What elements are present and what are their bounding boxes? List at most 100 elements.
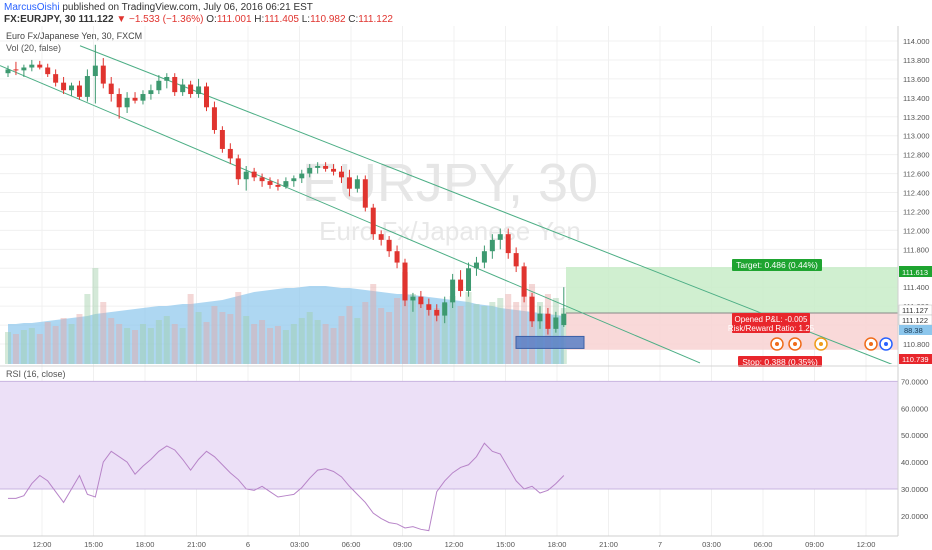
time-axis[interactable]: 12:00 15:00 18:00 21:00 6 03:00 06:00 09:00 12:0… xyxy=(33,540,876,549)
time-tick-label: 03:00 xyxy=(290,540,309,549)
price-tick-label: 112.600 xyxy=(903,170,930,179)
event-marker-dot xyxy=(775,342,779,346)
volume-bar xyxy=(92,268,99,364)
target-label: Target: 0.486 (0.44%) xyxy=(736,260,818,270)
candle-body xyxy=(338,171,344,178)
time-tick-label: 18:00 xyxy=(136,540,155,549)
candles-layer xyxy=(5,44,567,335)
high-value: 111.405 xyxy=(264,14,299,25)
candle-body xyxy=(434,309,440,316)
volume-bar xyxy=(219,312,226,364)
volume-bar xyxy=(465,292,472,364)
author-link[interactable]: MarcusOishi xyxy=(4,2,60,13)
price-tick-label: 113.000 xyxy=(903,132,930,141)
current-price-tag: 111.122 xyxy=(898,314,932,326)
volume-bar xyxy=(203,322,210,364)
time-tick-label: 06:00 xyxy=(342,540,361,549)
volume-bar xyxy=(76,314,83,364)
volume-bar xyxy=(521,288,528,364)
svg-text:88.38: 88.38 xyxy=(904,326,923,335)
candle-body xyxy=(458,279,464,291)
volume-bar xyxy=(457,306,464,364)
volume-bar xyxy=(187,294,194,364)
stop-label-bg xyxy=(738,356,822,367)
candle-body xyxy=(53,74,59,83)
rsi-band xyxy=(0,381,898,489)
volume-bar xyxy=(108,318,115,364)
candle-body xyxy=(521,266,527,297)
symbol-label: FX:EURJPY, 30 xyxy=(4,14,76,25)
chart-canvas[interactable]: EURJPY, 30 Euro Fx/Japanese Yen Target: … xyxy=(0,26,932,550)
candle-body xyxy=(481,251,487,263)
volume-bar xyxy=(402,272,408,364)
candle-body xyxy=(553,317,559,329)
volume-bar xyxy=(60,318,67,364)
candle-body xyxy=(346,177,352,189)
price-tick-label: 113.800 xyxy=(903,56,930,65)
volume-bar xyxy=(28,328,35,364)
volume-bar xyxy=(362,302,369,364)
rsi-tick-label: 40.0000 xyxy=(901,458,928,467)
volume-bar xyxy=(417,302,424,364)
event-marker-dot xyxy=(884,342,888,346)
candle-body xyxy=(291,178,297,182)
stop-label: Stop: 0.388 (0.35%) xyxy=(742,357,818,367)
open-value: 111.001 xyxy=(216,14,252,25)
candle-body xyxy=(418,296,424,305)
candle-body xyxy=(37,64,43,68)
time-tick-label: 12:00 xyxy=(33,540,52,549)
volume-bar xyxy=(44,322,51,364)
rsi-tick-label: 70.0000 xyxy=(901,377,928,386)
candle-body xyxy=(180,84,186,93)
event-marker-dot xyxy=(819,342,823,346)
candle-body xyxy=(331,168,337,172)
candle-body xyxy=(148,90,154,95)
event-markers[interactable] xyxy=(770,337,893,351)
volume-bar xyxy=(330,328,337,364)
candle-body xyxy=(124,97,130,108)
volume-bar xyxy=(306,312,313,364)
time-tick-label: 6 xyxy=(246,540,250,549)
svg-text:110.739: 110.739 xyxy=(902,355,929,364)
time-tick-label: 12:00 xyxy=(857,540,876,549)
volume-legend: Vol (20, false) xyxy=(6,43,61,53)
price-tick-label: 114.000 xyxy=(903,37,930,46)
price-axis[interactable]: 114.000 113.800 113.600 113.400 113.200 113.0… xyxy=(903,37,930,349)
candle-body xyxy=(29,64,35,68)
volume-price-tag: 88.38 xyxy=(899,325,932,335)
watermark-name: Euro Fx/Japanese Yen xyxy=(319,216,581,246)
rsi-tick-label: 50.0000 xyxy=(901,431,928,440)
position-tool[interactable] xyxy=(515,267,898,350)
svg-text:111.613: 111.613 xyxy=(902,268,928,277)
candle-body xyxy=(259,177,265,182)
candle-body xyxy=(529,296,535,322)
volume-bar xyxy=(409,294,416,364)
candle-body xyxy=(497,234,503,240)
volume-bar xyxy=(68,324,75,364)
candle-body xyxy=(204,86,209,108)
watermark-symbol: EURJPY, 30 xyxy=(302,153,598,213)
publish-line: MarcusOishi published on TradingView.com… xyxy=(4,2,313,13)
time-tick-label: 15:00 xyxy=(496,540,515,549)
volume-bar xyxy=(290,324,297,364)
candle-body xyxy=(450,279,456,303)
candle-body xyxy=(378,234,384,240)
candle-body xyxy=(172,76,178,93)
low-value: 110.982 xyxy=(310,14,346,25)
volume-bar xyxy=(147,328,154,364)
candle-body xyxy=(92,65,98,77)
volume-bar xyxy=(481,306,488,364)
volume-bar xyxy=(20,330,27,364)
quote-line: FX:EURJPY, 30 111.122 ▼ −1.533 (−1.36%) … xyxy=(4,14,393,25)
volume-bar xyxy=(84,294,91,364)
price-tick-label: 113.200 xyxy=(903,113,930,122)
candle-body xyxy=(489,239,495,252)
volume-bar xyxy=(378,308,385,364)
time-tick-label: 15:00 xyxy=(84,540,103,549)
price-tick-label: 112.000 xyxy=(903,226,930,235)
rsi-axis[interactable]: 70.0000 60.0000 50.0000 40.0000 30.0000 20.00… xyxy=(901,377,928,520)
candle-body xyxy=(76,85,82,97)
volume-bar xyxy=(338,316,345,364)
volume-bar xyxy=(473,304,480,364)
candle-body xyxy=(164,76,170,81)
